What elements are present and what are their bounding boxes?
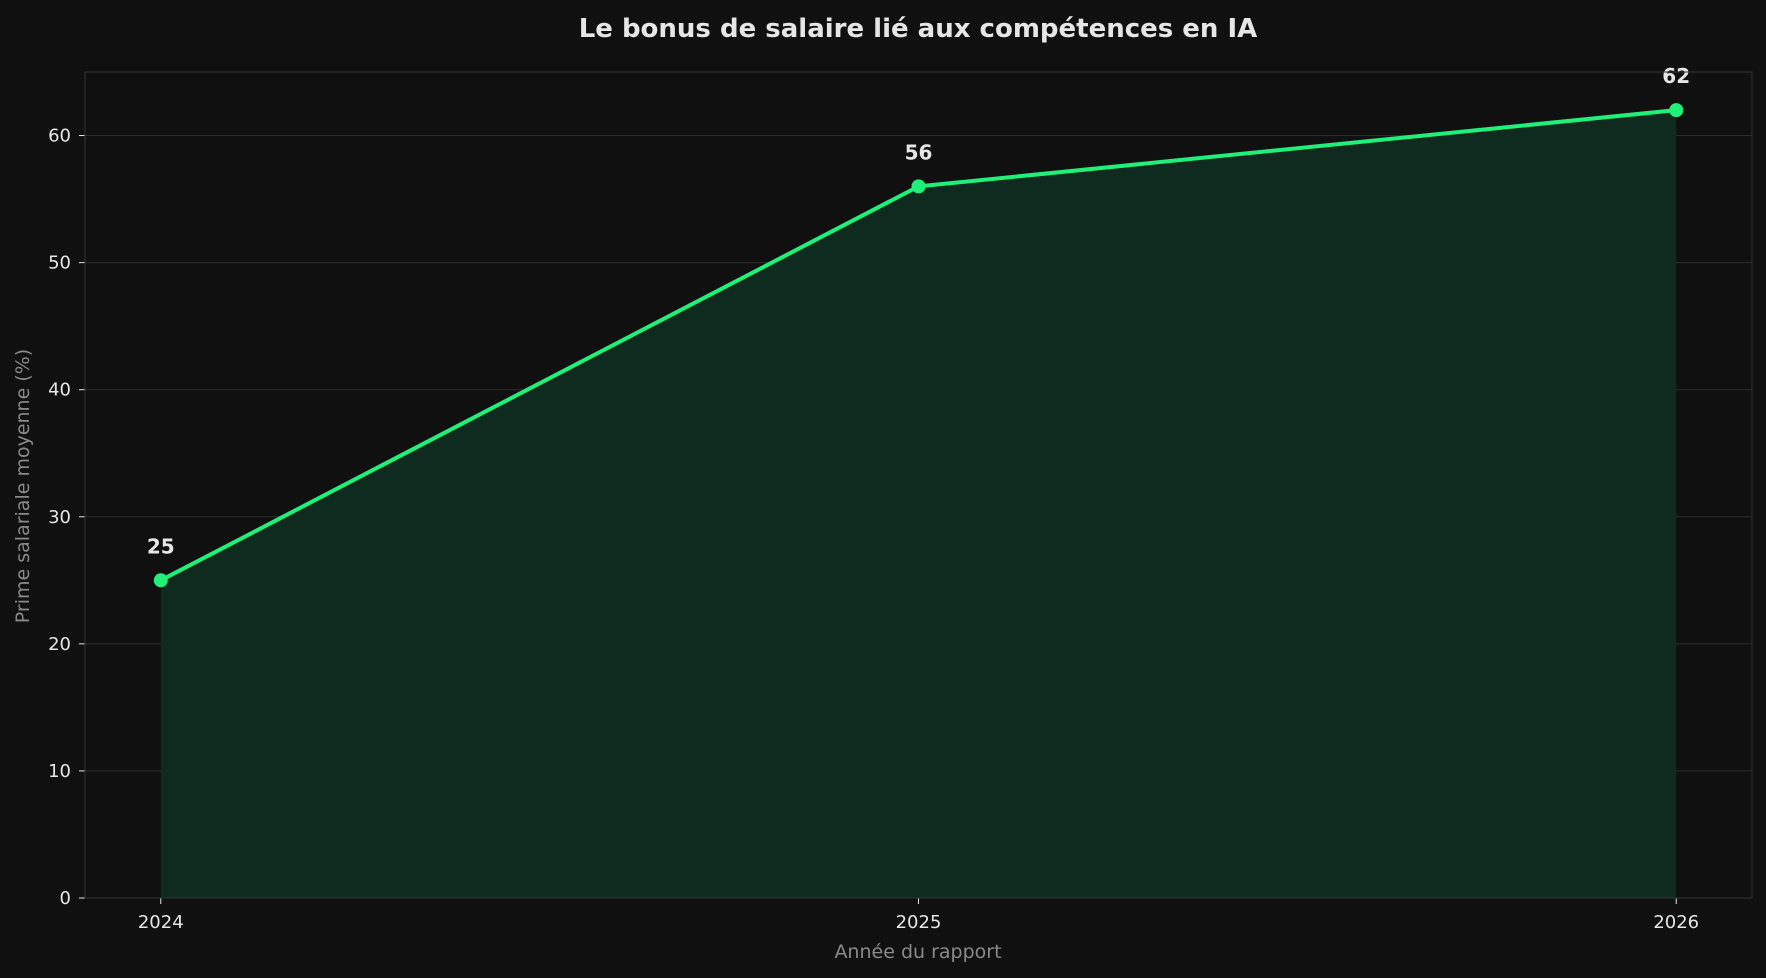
x-axis-ticks: 2024 2025 2026 — [138, 898, 1699, 933]
data-label: 25 — [147, 534, 175, 558]
x-axis-label: Année du rapport — [834, 941, 1001, 963]
data-label: 62 — [1662, 64, 1690, 88]
points-layer — [153, 103, 1684, 588]
data-label: 56 — [905, 140, 933, 164]
y-tick-label: 50 — [48, 253, 71, 274]
y-tick-label: 60 — [48, 126, 71, 147]
y-tick-label: 0 — [60, 888, 71, 909]
y-tick-label: 30 — [48, 507, 71, 528]
y-axis-ticks: 0 10 20 30 40 50 60 — [48, 126, 85, 909]
data-point — [911, 179, 926, 194]
y-axis-label: Prime salariale moyenne (%) — [12, 349, 34, 623]
y-tick-label: 40 — [48, 380, 71, 401]
x-tick-label: 2025 — [896, 912, 942, 933]
y-tick-label: 10 — [48, 761, 71, 782]
data-point — [153, 573, 168, 588]
x-tick-label: 2026 — [1653, 912, 1699, 933]
data-point — [1669, 103, 1684, 118]
y-tick-label: 20 — [48, 634, 71, 655]
data-labels: 25 56 62 — [147, 64, 1690, 558]
chart-title: Le bonus de salaire lié aux compétences … — [579, 14, 1258, 44]
area-fill — [160, 110, 1677, 899]
area-layer — [160, 110, 1677, 899]
x-tick-label: 2024 — [138, 912, 184, 933]
plot-frame — [84, 71, 1753, 899]
